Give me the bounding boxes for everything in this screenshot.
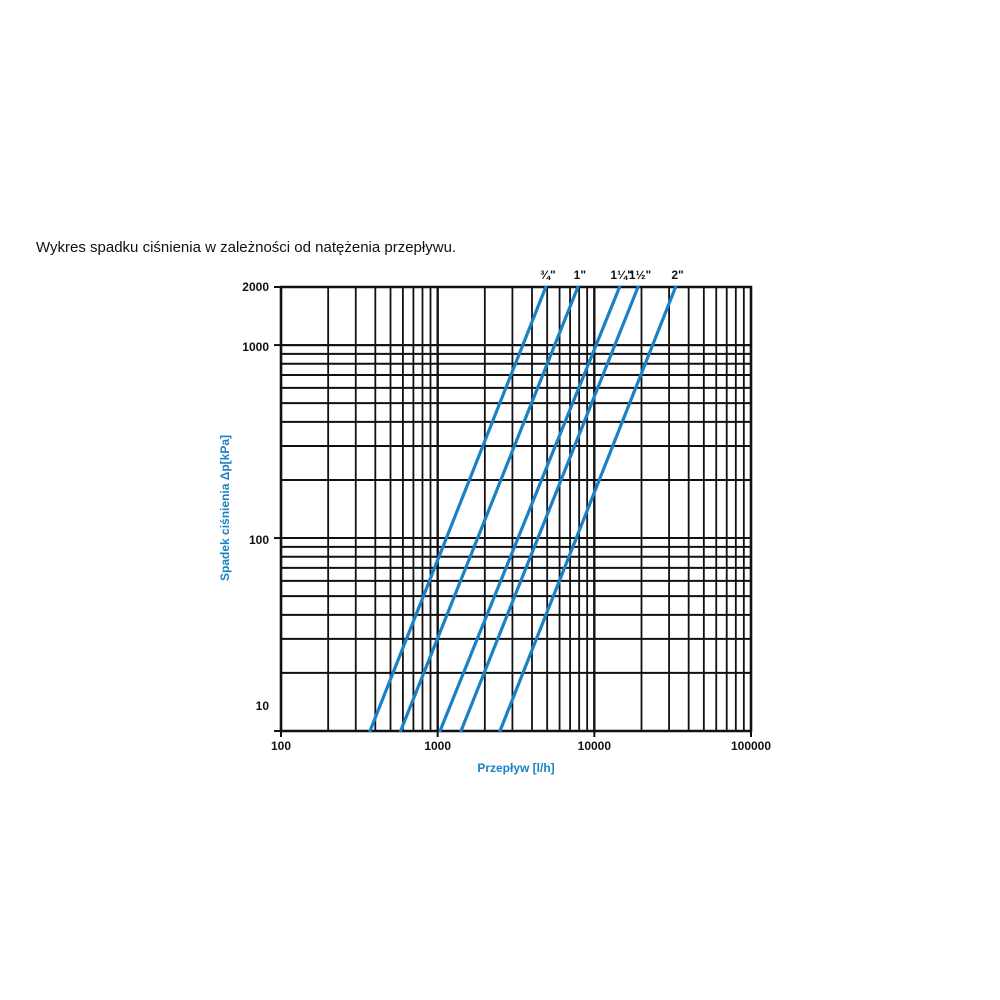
series-label: 1" (574, 268, 586, 282)
x-tick-label: 10000 (578, 739, 612, 753)
x-axis-label: Przepływ [l/h] (477, 761, 554, 775)
series-line (368, 285, 548, 733)
plot-frame (279, 285, 753, 733)
series-label: 1½" (629, 268, 651, 282)
series-label: 1¼" (610, 268, 632, 282)
y-tick-label: 1000 (242, 340, 269, 354)
series-line (498, 285, 678, 733)
series-line (459, 285, 640, 733)
series-labels: ¾" 1" 1¼"1½" 2" (540, 268, 684, 282)
series-label: 2" (671, 268, 683, 282)
x-tick-label: 1000 (424, 739, 451, 753)
y-axis-label: Spadek ciśnienia Δp[kPa] (218, 435, 232, 581)
tick-labels: 100 1000 10000 100000 2000 1000 100 10 (242, 280, 771, 753)
x-tick-label: 100000 (731, 739, 771, 753)
series-line (438, 285, 622, 733)
y-tick-label: 2000 (242, 280, 269, 294)
y-tick-label: 10 (256, 699, 270, 713)
series-label: ¾" (540, 268, 556, 282)
series-lines (368, 285, 678, 733)
grid (274, 285, 753, 737)
x-tick-label: 100 (271, 739, 291, 753)
chart-title: Wykres spadku ciśnienia w zależności od … (36, 239, 457, 256)
series-line (399, 285, 580, 733)
y-tick-label: 100 (249, 533, 269, 547)
